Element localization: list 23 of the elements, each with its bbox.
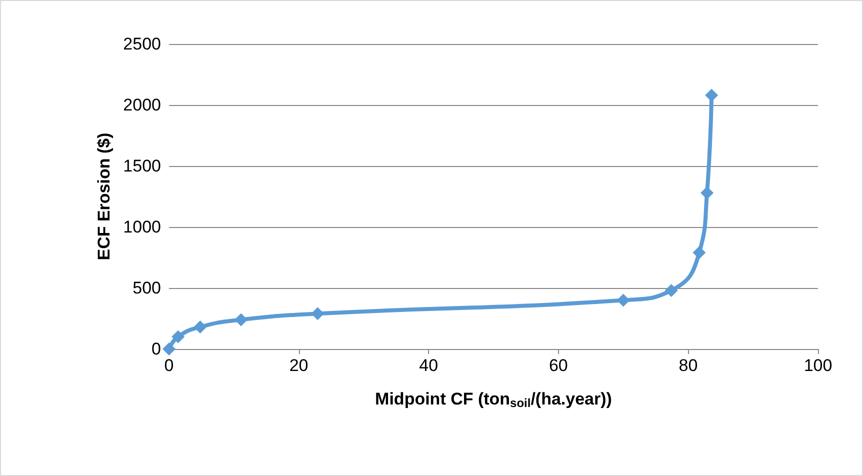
x-tick-label: 40 xyxy=(419,356,438,375)
point xyxy=(616,294,630,307)
y-axis-title: ECF Erosion ($) xyxy=(94,132,114,260)
point xyxy=(162,342,176,356)
y-tick-label: 2500 xyxy=(123,34,161,54)
x-tick-label: 80 xyxy=(678,356,698,375)
y-tick-label: 1500 xyxy=(123,156,161,176)
x-tick-label: 0 xyxy=(164,356,174,375)
y-tick-label: 2000 xyxy=(123,96,161,114)
point xyxy=(700,186,714,200)
y-tick-label: 1000 xyxy=(123,218,161,236)
x-tick-label: 100 xyxy=(804,356,832,375)
x-tick-label: 20 xyxy=(289,356,308,375)
point xyxy=(311,307,324,320)
y-tick-label: 500 xyxy=(132,278,161,298)
x-tick-label: 60 xyxy=(548,356,568,375)
y-tick-label: 0 xyxy=(152,340,161,358)
point xyxy=(705,88,718,102)
point xyxy=(692,246,706,260)
point xyxy=(234,313,248,326)
point xyxy=(664,284,678,297)
point xyxy=(194,320,207,334)
point xyxy=(172,330,185,344)
